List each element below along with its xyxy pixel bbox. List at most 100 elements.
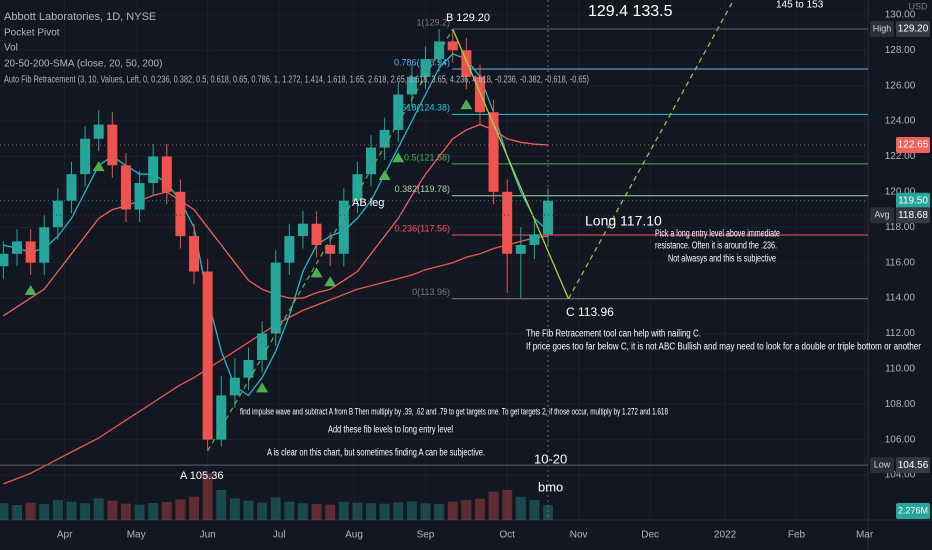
annotation: The Fib Retracement tool can help with n… (526, 329, 701, 340)
legend-entry: Vol (4, 43, 18, 54)
pocket-pivot (378, 170, 391, 180)
abc-line (567, 0, 735, 300)
annotation: Pick a long entry level above immediate (655, 229, 780, 240)
price-tag (896, 21, 930, 38)
volume-bar (502, 490, 513, 520)
x-tick-label: May (127, 530, 146, 541)
volume-bar (379, 503, 390, 520)
volume-bar (0, 503, 9, 520)
candle-body (393, 94, 404, 130)
candle-body (257, 333, 268, 360)
y-tick-label: 106.00 (885, 434, 916, 445)
volume-bar (161, 502, 172, 520)
annotation: Add these fib levels to long entry level (328, 425, 453, 436)
candle-body (243, 360, 254, 378)
x-tick-label: Mar (856, 530, 874, 541)
fib-label: 0(113.96) (412, 287, 450, 297)
candle-body (120, 165, 131, 210)
y-tick-label: 118.00 (885, 222, 915, 233)
volume-bar (270, 497, 281, 520)
volume-bar (284, 501, 295, 520)
candle-body (93, 124, 104, 139)
y-tick-label: 128.00 (885, 45, 916, 56)
tag-name-box (870, 207, 894, 224)
x-tick-label: Sep (417, 530, 435, 541)
volume-bar (297, 503, 308, 520)
candle-body (406, 76, 417, 95)
candle-body (461, 50, 472, 77)
candle-body (12, 241, 23, 254)
volume-bar (189, 496, 200, 520)
pocket-pivot (460, 99, 473, 110)
legend-entry: Abbott Laboratories, 1D, NYSE (4, 11, 156, 23)
sma-line (3, 53, 549, 397)
candle-body (529, 234, 540, 245)
annotation: 129.4 133.5 (588, 3, 673, 20)
x-tick-label: Jun (200, 530, 216, 541)
candle-body (25, 241, 36, 263)
candle-body (474, 76, 485, 113)
x-tick-label: Jul (273, 530, 286, 541)
candle-body (148, 156, 159, 184)
volume-bar (107, 500, 118, 520)
candle-body (434, 41, 445, 60)
volume-bar (488, 491, 499, 520)
candle-body (366, 147, 377, 175)
x-tick-label: Apr (57, 530, 73, 541)
fib-label: 0.382(119.78) (395, 184, 450, 194)
volume-tag (896, 503, 930, 519)
pocket-pivot (256, 382, 269, 393)
y-tick-label: 116.00 (885, 257, 915, 268)
volume-bar (529, 500, 540, 520)
y-tick-label: 122.00 (885, 151, 916, 162)
volume-bar (134, 504, 145, 520)
y-tick-label: 130.00 (885, 10, 916, 21)
currency: USD (908, 1, 928, 11)
volume-bar (80, 503, 91, 520)
abc-line (452, 28, 570, 300)
volume-bar (120, 503, 131, 520)
candle-body (202, 271, 213, 440)
annotation: 145 to 153 (776, 0, 824, 11)
x-tick-label: 2022 (714, 530, 737, 541)
tag-name: Avg (874, 210, 889, 220)
annotation: find impulse wave and subtract A from B … (240, 406, 668, 416)
volume-tag-label: 2.276M (898, 505, 928, 515)
candle-body (352, 174, 363, 201)
candle-body (311, 223, 322, 245)
y-tick-label: 110.00 (885, 363, 915, 374)
legend-entry: Auto Fib Retracement (3, 10, Values, Lef… (4, 75, 589, 86)
pocket-pivot (24, 285, 37, 296)
price-tag (896, 457, 930, 474)
x-tick-label: Dec (641, 530, 659, 541)
volume-bar (257, 502, 268, 520)
annotation: Long 117.10 (585, 213, 662, 229)
legend-entry: Pocket Pivot (4, 28, 60, 39)
fib-label: 1(129.2) (416, 17, 450, 27)
candle-body (325, 244, 336, 254)
price-tag-label: 129.20 (898, 24, 929, 35)
candle-body (161, 156, 172, 192)
candle-body (229, 377, 240, 396)
legend-entry: 20-50-200-SMA (close, 20, 50, 200) (4, 59, 162, 70)
x-tick-label: Nov (570, 530, 588, 541)
volume-bar (202, 473, 213, 520)
volume-bar (229, 498, 240, 520)
annotation: bmo (538, 479, 563, 494)
candle-body (338, 200, 349, 254)
y-tick-label: 108.00 (885, 399, 916, 410)
annotation: AB leg (352, 197, 384, 209)
volume-bar (474, 498, 485, 520)
y-tick-label: 126.00 (885, 80, 916, 91)
price-tag-label: 119.50 (898, 195, 928, 206)
fib-label: 0.5(121.58) (404, 152, 450, 162)
x-tick-label: Oct (499, 530, 515, 541)
volume-bar (434, 504, 445, 520)
y-tick-label: 114.00 (885, 293, 915, 304)
pocket-pivot (92, 161, 105, 172)
price-tag (896, 192, 930, 209)
candle-body (515, 244, 526, 254)
price-tag (896, 136, 930, 153)
